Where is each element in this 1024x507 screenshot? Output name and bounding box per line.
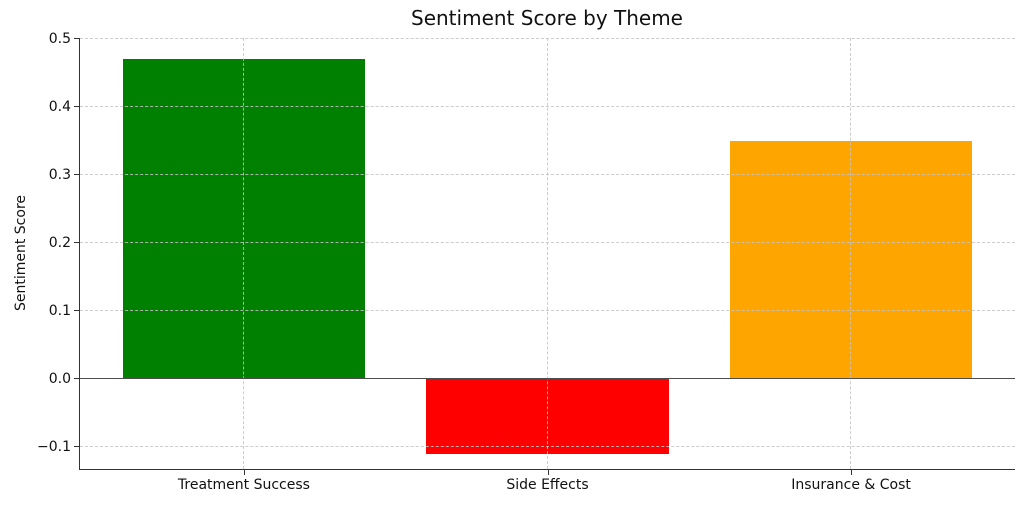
y-tick-mark xyxy=(74,446,80,448)
y-tick-label: 0.0 xyxy=(48,371,71,388)
y-tick-label: −0.1 xyxy=(37,439,71,456)
y-tick-mark xyxy=(74,174,80,176)
plot-area: 0.5 0.4 0.3 0.2 0.1 0.0 −0.1 Treatment Success S… xyxy=(37,31,1015,493)
y-tick-label: 0.4 xyxy=(48,99,71,116)
gridline-horizontal xyxy=(80,310,1015,312)
gridline-horizontal xyxy=(80,174,1015,176)
y-tick-label: 0.1 xyxy=(48,303,71,320)
gridline-vertical xyxy=(242,38,244,469)
x-tick-mark xyxy=(243,469,245,475)
x-tick-mark xyxy=(851,469,853,475)
y-axis-label: Sentiment Score xyxy=(13,194,29,312)
y-tick-mark xyxy=(74,38,80,40)
x-tick-label-insurance-cost: Insurance & Cost xyxy=(791,477,911,493)
chart-title: Sentiment Score by Theme xyxy=(411,6,683,30)
gridline-horizontal xyxy=(80,242,1015,244)
bar-insurance-cost xyxy=(729,141,973,380)
y-tick-label: 0.3 xyxy=(48,167,71,184)
gridline-vertical xyxy=(850,38,852,469)
x-tick-mark xyxy=(547,469,549,475)
gridline-horizontal xyxy=(80,38,1015,40)
x-tick-label-side-effects: Side Effects xyxy=(506,477,589,493)
gridline-horizontal xyxy=(80,106,1015,108)
y-tick-label: 0.2 xyxy=(48,235,71,252)
bar-treatment-success xyxy=(122,59,366,380)
x-tick-label-treatment-success: Treatment Success xyxy=(177,477,310,493)
gridline-horizontal xyxy=(80,446,1015,448)
y-tick-mark xyxy=(74,310,80,312)
y-tick-mark xyxy=(74,378,80,380)
gridline-vertical xyxy=(546,38,548,469)
y-tick-mark xyxy=(74,242,80,244)
y-tick-label: 0.5 xyxy=(48,31,71,48)
zero-axis-line xyxy=(80,378,1015,380)
y-tick-mark xyxy=(74,106,80,108)
